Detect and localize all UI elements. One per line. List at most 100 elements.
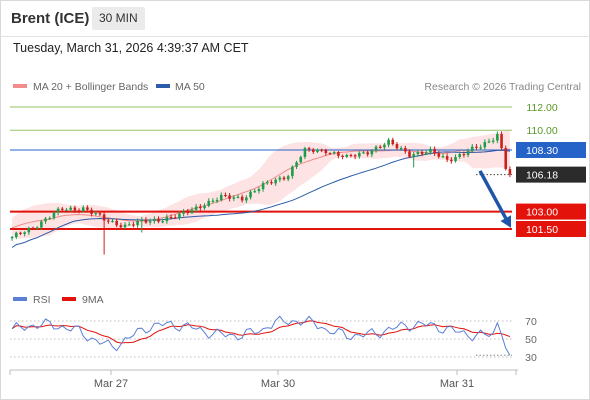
- candle-body: [90, 209, 93, 214]
- candle-body: [504, 148, 508, 170]
- candle: [10, 236, 14, 241]
- candle-body: [483, 142, 487, 148]
- candle-body: [65, 209, 68, 211]
- candle-body: [232, 197, 236, 199]
- candle: [60, 206, 64, 213]
- candle-body: [107, 220, 110, 222]
- candle-body: [14, 232, 18, 237]
- forecast-arrow-head: [500, 215, 512, 228]
- candle: [107, 218, 110, 224]
- candle: [470, 143, 474, 153]
- candle: [303, 146, 307, 160]
- level-labels: 112.00 110.00 108.30 106.18 103.00 101.50: [516, 102, 586, 237]
- rsi-legend-label: RSI: [33, 294, 51, 306]
- rsi-tick-label: 50: [525, 334, 537, 346]
- candle-body: [144, 219, 148, 223]
- time-axis-tick-label: Mar 31: [440, 378, 474, 390]
- candle: [119, 222, 123, 230]
- candle: [40, 219, 43, 231]
- candle-body: [282, 177, 286, 180]
- candle-body: [286, 176, 290, 180]
- candle: [278, 175, 282, 183]
- candle-body: [157, 218, 160, 222]
- rsi-line: [11, 315, 511, 356]
- candle-body: [98, 213, 102, 215]
- rsi-legend: RSI 9MA: [13, 294, 104, 306]
- candle: [307, 146, 311, 152]
- current-price-label: 106.18: [526, 170, 558, 182]
- candle: [496, 131, 499, 144]
- candle-body: [424, 152, 428, 155]
- candle: [362, 150, 365, 154]
- candle: [14, 231, 18, 240]
- candle-body: [345, 154, 349, 157]
- timeframe-button[interactable]: 30 MIN: [92, 7, 145, 30]
- chart-header: Brent (ICE) 30 MIN: [0, 0, 590, 36]
- candle-body: [391, 139, 395, 145]
- candle: [153, 216, 156, 224]
- header-divider: [0, 36, 590, 37]
- candle: [265, 180, 269, 185]
- candle-body: [23, 232, 26, 234]
- candle-body: [40, 221, 43, 228]
- candle-body: [374, 146, 378, 151]
- candle: [374, 145, 378, 153]
- candle-body: [136, 221, 139, 226]
- candle-body: [295, 162, 298, 167]
- candle: [395, 142, 399, 150]
- candle-body: [387, 139, 390, 145]
- candle-body: [349, 154, 353, 157]
- candle: [412, 151, 415, 168]
- candle-body: [35, 227, 39, 229]
- price-levels: [10, 106, 512, 230]
- candle: [504, 145, 508, 171]
- candle: [161, 218, 164, 224]
- candle-body: [182, 211, 185, 214]
- candle: [450, 157, 453, 164]
- timestamp: Tuesday, March 31, 2026 4:39:37 AM CET: [13, 41, 249, 55]
- candle: [73, 205, 77, 213]
- candle-body: [178, 213, 181, 218]
- candles: [10, 131, 512, 255]
- candle: [500, 131, 503, 150]
- candle-body: [412, 154, 415, 157]
- candle-body: [274, 179, 277, 184]
- candle: [219, 192, 223, 202]
- candle-body: [69, 207, 72, 210]
- candle: [291, 165, 294, 179]
- candle-body: [10, 236, 14, 239]
- candle: [115, 218, 118, 228]
- candle: [253, 188, 257, 193]
- candle-body: [466, 151, 470, 155]
- forecast-arrow-group: [478, 170, 512, 228]
- candle: [445, 153, 449, 163]
- candle: [311, 148, 315, 154]
- candle: [211, 198, 215, 204]
- candle: [454, 154, 457, 163]
- candle-body: [420, 151, 424, 155]
- candle-body: [173, 217, 177, 219]
- candle: [483, 139, 487, 150]
- candle: [370, 149, 374, 158]
- candle: [366, 150, 369, 157]
- current-price-label-box: [516, 166, 586, 183]
- candle-body: [429, 148, 432, 153]
- candle: [23, 231, 26, 237]
- candle-body: [165, 216, 169, 222]
- ma20-legend-label: MA 20 + Bollinger Bands: [33, 81, 148, 93]
- candle-body: [169, 216, 173, 219]
- candle: [358, 151, 361, 159]
- candle-body: [48, 217, 52, 220]
- ma20-legend-swatch: [13, 84, 27, 88]
- candle-body: [470, 146, 474, 152]
- candle-body: [475, 146, 478, 148]
- candle-body: [454, 156, 457, 162]
- candle: [157, 216, 160, 224]
- candle: [140, 217, 144, 233]
- candle: [345, 153, 349, 159]
- candle-body: [299, 156, 303, 163]
- candle-body: [111, 220, 114, 223]
- candle-body: [249, 191, 252, 198]
- candle-body: [462, 154, 466, 156]
